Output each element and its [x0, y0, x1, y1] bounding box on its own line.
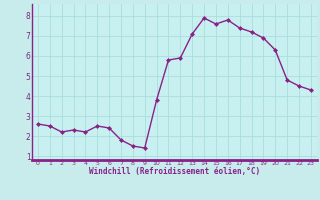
X-axis label: Windchill (Refroidissement éolien,°C): Windchill (Refroidissement éolien,°C)	[89, 167, 260, 176]
